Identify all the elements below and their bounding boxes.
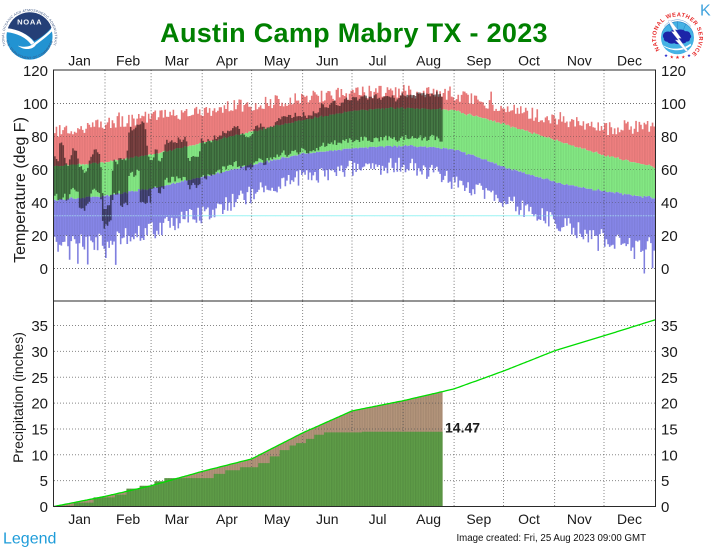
- svg-text:0: 0: [40, 261, 48, 278]
- svg-text:Mar: Mar: [165, 53, 189, 69]
- svg-text:40: 40: [31, 195, 48, 212]
- svg-text:Sep: Sep: [466, 53, 491, 69]
- svg-text:Apr: Apr: [216, 511, 238, 527]
- svg-text:Image created: Fri, 25 Aug 202: Image created: Fri, 25 Aug 2023 09:00 GM…: [456, 533, 646, 544]
- svg-text:May: May: [264, 511, 290, 527]
- svg-text:Oct: Oct: [518, 511, 540, 527]
- svg-text:25: 25: [661, 370, 678, 387]
- svg-text:Dec: Dec: [617, 53, 642, 69]
- svg-text:30: 30: [31, 344, 48, 361]
- svg-text:Precipitation (inches): Precipitation (inches): [10, 332, 26, 463]
- svg-text:25: 25: [31, 370, 48, 387]
- svg-text:14.47: 14.47: [445, 420, 480, 436]
- svg-text:100: 100: [661, 96, 686, 113]
- svg-text:40: 40: [661, 195, 678, 212]
- svg-text:0: 0: [661, 261, 669, 278]
- svg-text:★: ★: [675, 55, 680, 61]
- svg-text:80: 80: [31, 129, 48, 146]
- svg-text:20: 20: [31, 228, 48, 245]
- svg-text:10: 10: [661, 447, 678, 464]
- svg-text:K: K: [700, 3, 711, 20]
- svg-text:120: 120: [23, 63, 48, 80]
- svg-text:5: 5: [40, 473, 48, 490]
- svg-text:Aug: Aug: [416, 511, 441, 527]
- svg-text:Feb: Feb: [116, 511, 140, 527]
- svg-text:Sep: Sep: [466, 511, 491, 527]
- svg-text:★: ★: [664, 53, 668, 58]
- svg-text:Nov: Nov: [567, 53, 592, 69]
- svg-text:Jan: Jan: [68, 53, 91, 69]
- svg-text:60: 60: [31, 162, 48, 179]
- svg-text:20: 20: [661, 396, 678, 413]
- svg-text:20: 20: [31, 396, 48, 413]
- svg-text:Jun: Jun: [316, 53, 339, 69]
- svg-text:35: 35: [31, 318, 48, 335]
- svg-text:10: 10: [31, 447, 48, 464]
- svg-text:120: 120: [661, 63, 686, 80]
- svg-text:Nov: Nov: [567, 511, 592, 527]
- svg-text:Jun: Jun: [316, 511, 339, 527]
- svg-text:80: 80: [661, 129, 678, 146]
- svg-text:15: 15: [31, 421, 48, 438]
- svg-text:100: 100: [23, 96, 48, 113]
- svg-text:0: 0: [40, 499, 48, 516]
- svg-text:Jan: Jan: [68, 511, 91, 527]
- svg-text:Apr: Apr: [216, 53, 238, 69]
- svg-text:20: 20: [661, 228, 678, 245]
- svg-text:Aug: Aug: [416, 53, 441, 69]
- svg-text:Temperature (deg F): Temperature (deg F): [12, 117, 29, 263]
- svg-text:Oct: Oct: [518, 53, 540, 69]
- svg-text:★: ★: [687, 53, 691, 58]
- svg-text:Mar: Mar: [165, 511, 189, 527]
- svg-text:Feb: Feb: [116, 53, 140, 69]
- svg-text:0: 0: [661, 499, 669, 516]
- svg-text:Jul: Jul: [369, 511, 387, 527]
- svg-text:Jul: Jul: [369, 53, 387, 69]
- svg-text:★: ★: [670, 54, 674, 59]
- svg-text:60: 60: [661, 162, 678, 179]
- svg-text:Legend: Legend: [3, 531, 56, 548]
- svg-text:Austin Camp Mabry TX - 2023: Austin Camp Mabry TX - 2023: [160, 18, 548, 48]
- svg-text:15: 15: [661, 421, 678, 438]
- svg-text:Dec: Dec: [617, 511, 642, 527]
- svg-text:May: May: [264, 53, 290, 69]
- svg-text:★: ★: [681, 54, 685, 59]
- svg-text:30: 30: [661, 344, 678, 361]
- svg-text:NOAA: NOAA: [17, 17, 42, 26]
- svg-text:5: 5: [661, 473, 669, 490]
- svg-text:35: 35: [661, 318, 678, 335]
